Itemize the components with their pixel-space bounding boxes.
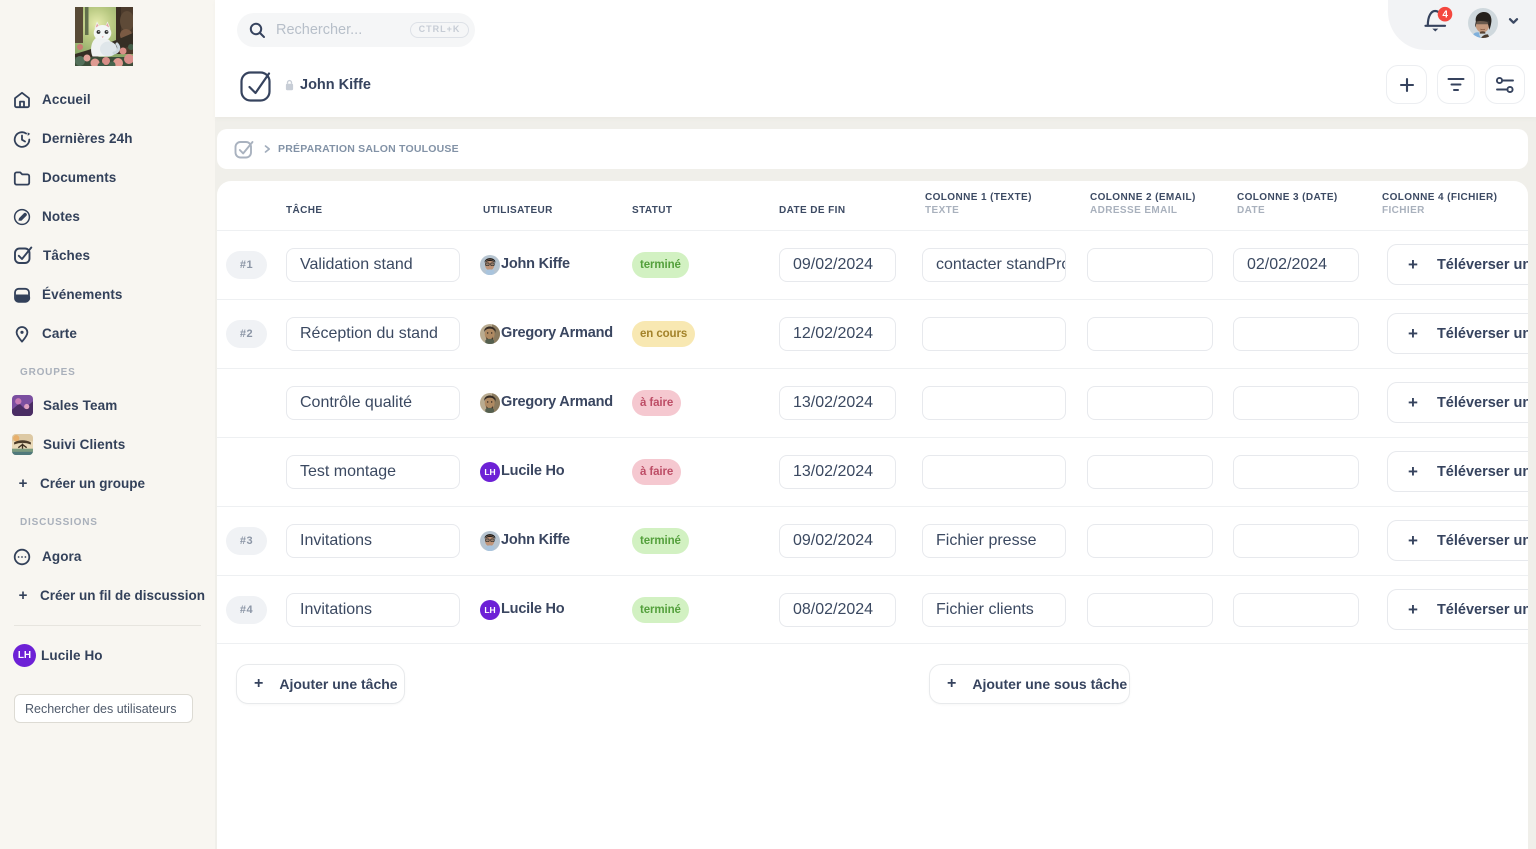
svg-text:4: 4 <box>1442 10 1448 21</box>
